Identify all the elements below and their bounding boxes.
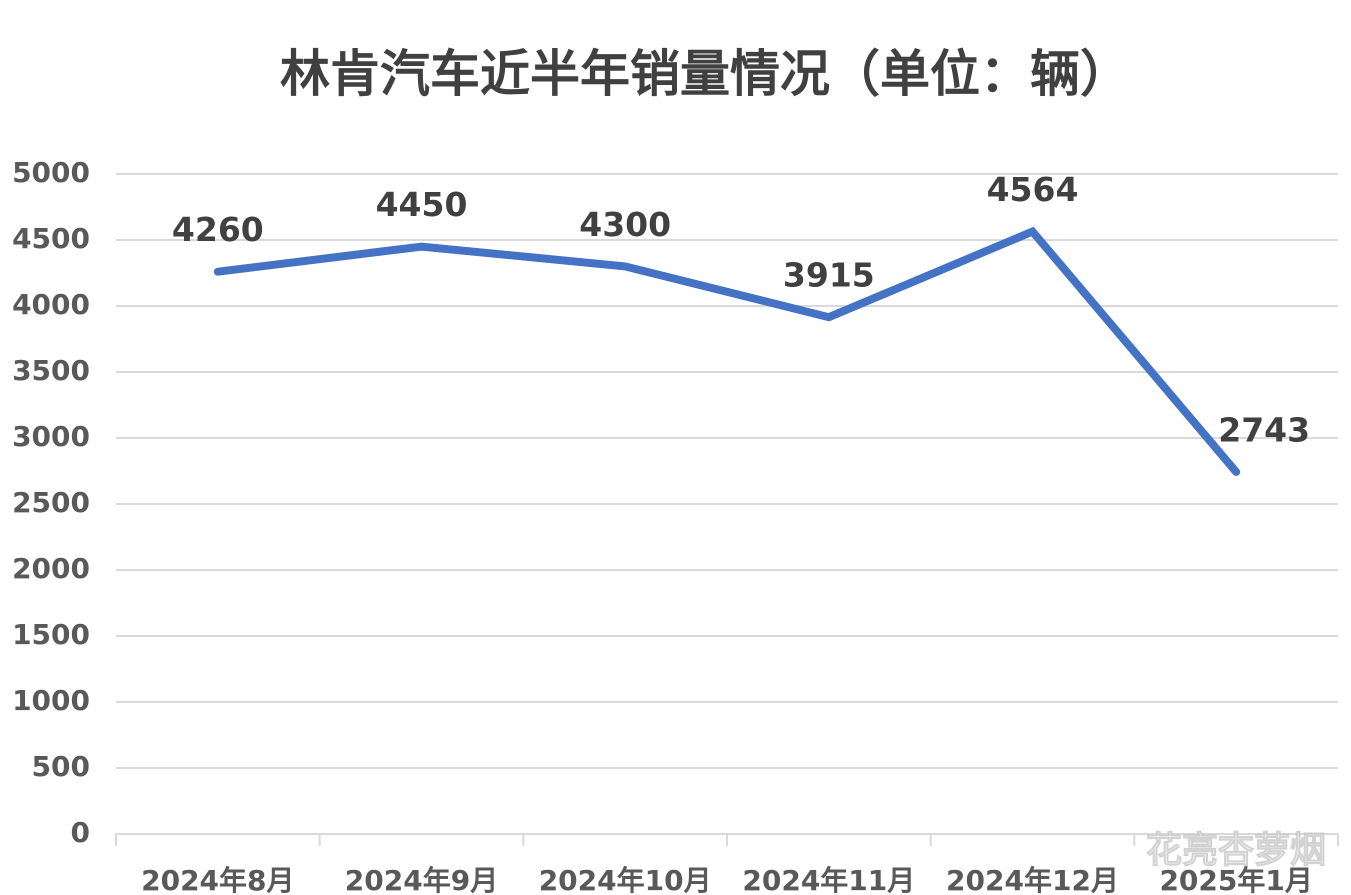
y-tick-label: 500 <box>32 750 90 783</box>
y-tick-label: 1500 <box>12 618 90 651</box>
data-label: 2743 <box>1218 410 1310 449</box>
y-tick-label: 2000 <box>12 552 90 585</box>
y-tick-label: 3500 <box>12 354 90 387</box>
y-tick-label: 1000 <box>12 684 90 717</box>
watermark: 花亮杏萝烟 <box>1146 830 1326 871</box>
x-tick-label: 2024年10月 <box>539 864 712 895</box>
x-tick-label: 2024年9月 <box>345 864 498 895</box>
y-tick-label: 4500 <box>12 222 90 255</box>
line-series <box>213 226 1241 476</box>
data-label: 3915 <box>783 256 875 295</box>
data-label: 4260 <box>172 210 264 249</box>
data-label: 4300 <box>579 205 671 244</box>
x-tick-label: 2024年11月 <box>742 864 915 895</box>
data-label: 4564 <box>987 170 1079 209</box>
y-tick-label: 2500 <box>12 486 90 519</box>
y-tick-label: 4000 <box>12 288 90 321</box>
y-tick-label: 3000 <box>12 420 90 453</box>
x-tick-label: 2025年1月 <box>1159 864 1312 895</box>
data-label: 4450 <box>376 185 468 224</box>
x-tick-label: 2024年8月 <box>141 864 294 895</box>
chart-title: 林肯汽车近半年销量情况（单位：辆） <box>280 44 1130 103</box>
y-tick-label: 0 <box>71 816 90 849</box>
x-tick-label: 2024年12月 <box>946 864 1119 895</box>
y-tick-label: 5000 <box>12 156 90 189</box>
